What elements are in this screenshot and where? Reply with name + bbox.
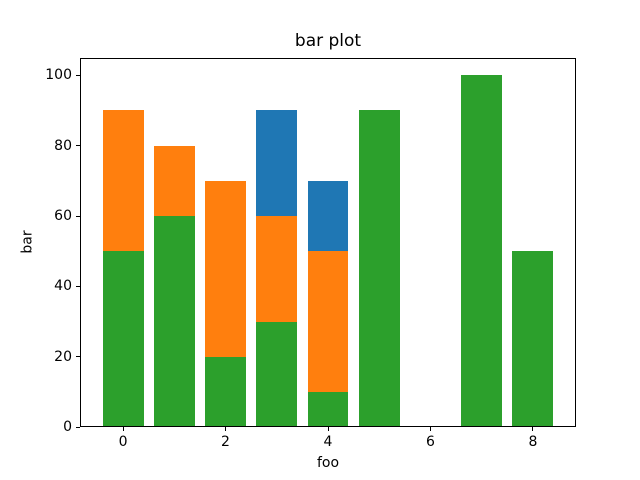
x-tick-label: 0 [118, 434, 128, 451]
bar-segment-orange-x3 [256, 216, 298, 322]
y-tick-mark [76, 426, 80, 428]
chart-title: bar plot [294, 31, 362, 51]
bar-segment-green-x3 [256, 321, 298, 428]
x-tick-mark [327, 427, 329, 432]
x-tick-mark [122, 427, 124, 432]
x-tick-label: 8 [528, 434, 538, 451]
bar-segment-green-x1 [153, 216, 195, 428]
y-tick-mark [76, 215, 80, 217]
bar-segment-blue-x3 [256, 110, 298, 216]
bar-segment-blue-x4 [307, 180, 349, 252]
bar-segment-orange-x1 [153, 145, 195, 216]
y-axis-label: bar [19, 230, 36, 254]
y-tick-label: 60 [54, 208, 72, 224]
bar-segment-green-x7 [461, 75, 503, 428]
y-tick-mark [76, 145, 80, 147]
x-tick-label: 4 [323, 434, 333, 451]
bar-segment-green-x8 [512, 251, 554, 428]
x-tick-label: 2 [221, 434, 230, 451]
bar-segment-green-x4 [307, 392, 349, 428]
x-tick-mark [429, 427, 431, 432]
x-tick-label: 6 [426, 434, 435, 451]
x-tick-mark [532, 427, 534, 432]
y-tick-label: 40 [54, 278, 72, 295]
bar-segment-green-x0 [102, 251, 144, 428]
x-axis-label: foo [316, 455, 340, 471]
y-tick-mark [76, 285, 80, 287]
bar-segment-green-x2 [205, 356, 246, 428]
x-tick-mark [225, 427, 227, 432]
y-tick-mark [76, 74, 80, 76]
y-tick-label: 80 [54, 137, 72, 154]
y-tick-mark [76, 356, 80, 358]
bar-segment-orange-x4 [307, 251, 349, 392]
y-tick-label: 0 [63, 419, 72, 436]
y-tick-label: 20 [54, 348, 72, 365]
y-tick-label: 100 [45, 67, 72, 84]
bar-segment-orange-x2 [205, 180, 246, 357]
bar-segment-green-x5 [358, 110, 400, 428]
bar-segment-orange-x0 [102, 110, 144, 252]
